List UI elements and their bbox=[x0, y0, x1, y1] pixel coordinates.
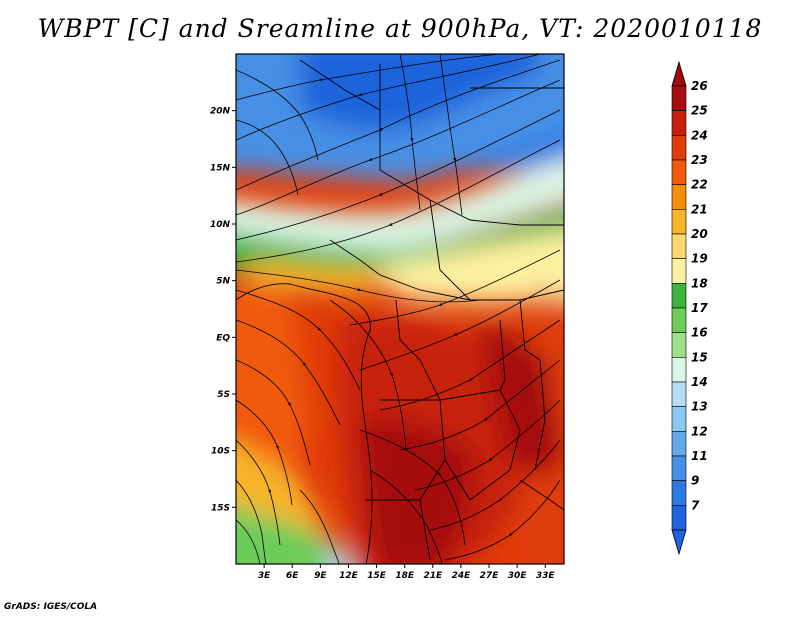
latitude-axis: 20N 15N 10N 5N EQ 5S 10S 15S bbox=[210, 107, 236, 513]
colorbar-label: 13 bbox=[691, 400, 708, 414]
colorbar: 26 25 24 23 22 21 20 19 18 17 16 15 14 13 12 11 9 7 bbox=[671, 60, 708, 556]
colorbar-label: 17 bbox=[691, 301, 708, 315]
colorbar-swatch bbox=[671, 184, 687, 210]
colorbar-label: 14 bbox=[691, 375, 708, 389]
colorbar-swatch bbox=[671, 406, 687, 432]
colorbar-swatch bbox=[671, 159, 687, 185]
colorbar-swatch bbox=[671, 455, 687, 481]
lon-tick-label: 30E bbox=[508, 571, 528, 581]
colorbar-swatch bbox=[671, 209, 687, 235]
colorbar-bottom-arrow bbox=[671, 529, 687, 556]
lat-tick-label: EQ bbox=[216, 333, 230, 343]
lon-tick-label: 6E bbox=[286, 571, 299, 581]
colorbar-label: 26 bbox=[691, 79, 708, 93]
colorbar-swatch bbox=[671, 233, 687, 259]
lon-tick-label: 3E bbox=[258, 571, 271, 581]
colorbar-swatch bbox=[671, 505, 687, 531]
colorbar-swatch bbox=[671, 283, 687, 309]
colorbar-swatch bbox=[671, 431, 687, 457]
colorbar-swatch bbox=[671, 85, 687, 111]
colorbar-label: 23 bbox=[691, 153, 708, 167]
longitude-axis: 3E 6E 9E 12E 15E 18E 21E 24E 27E 30E 33E bbox=[258, 564, 556, 581]
colorbar-label: 16 bbox=[691, 326, 708, 340]
colorbar-label: 21 bbox=[691, 202, 708, 216]
colorbar-label: 24 bbox=[691, 128, 708, 142]
lon-tick-label: 15E bbox=[367, 571, 387, 581]
lat-tick-label: 15N bbox=[210, 163, 231, 173]
lat-tick-label: 15S bbox=[211, 503, 230, 513]
colorbar-swatch bbox=[671, 307, 687, 333]
streamlines bbox=[236, 54, 561, 564]
colorbar-swatch bbox=[671, 381, 687, 407]
lon-tick-label: 33E bbox=[536, 571, 556, 581]
map-frame bbox=[235, 53, 565, 565]
colorbar-label: 18 bbox=[691, 276, 708, 290]
colorbar-swatch bbox=[671, 480, 687, 506]
colorbar-label: 19 bbox=[691, 252, 708, 266]
colorbar-label: 15 bbox=[691, 350, 708, 364]
lon-tick-label: 18E bbox=[395, 571, 415, 581]
colorbar-swatch bbox=[671, 357, 687, 383]
colorbar-swatch bbox=[671, 258, 687, 284]
map-title: WBPT [C] and Sreamline at 900hPa, VT: 20… bbox=[37, 14, 763, 43]
country-borders bbox=[236, 59, 564, 564]
colorbar-top-arrow bbox=[671, 60, 687, 87]
lon-tick-label: 27E bbox=[480, 571, 500, 581]
colorbar-swatch bbox=[671, 135, 687, 161]
lon-tick-label: 9E bbox=[314, 571, 327, 581]
lon-tick-label: 24E bbox=[452, 571, 472, 581]
wbpt-field bbox=[236, 54, 564, 564]
colorbar-label: 25 bbox=[691, 104, 708, 118]
colorbar-label: 7 bbox=[691, 498, 700, 512]
colorbar-swatch bbox=[671, 332, 687, 358]
lat-tick-label: 5S bbox=[217, 390, 230, 400]
lat-tick-label: 10S bbox=[211, 447, 230, 457]
colorbar-label: 20 bbox=[691, 227, 708, 241]
colorbar-label: 22 bbox=[691, 178, 708, 192]
lat-tick-label: 5N bbox=[216, 277, 230, 287]
lon-tick-label: 12E bbox=[339, 571, 359, 581]
lat-tick-label: 10N bbox=[210, 220, 231, 230]
colorbar-swatch bbox=[671, 110, 687, 136]
colorbar-label: 12 bbox=[691, 424, 708, 438]
grads-credit: GrADS: IGES/COLA bbox=[4, 602, 98, 612]
colorbar-label: 11 bbox=[691, 449, 708, 463]
lon-tick-label: 21E bbox=[423, 571, 443, 581]
colorbar-label: 9 bbox=[691, 474, 699, 488]
lat-tick-label: 20N bbox=[210, 107, 231, 117]
